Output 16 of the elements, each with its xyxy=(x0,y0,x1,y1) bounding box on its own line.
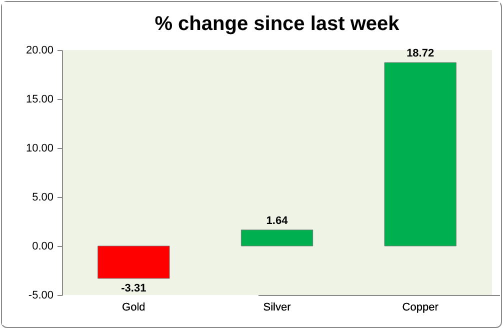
x-tick-label: Copper xyxy=(402,302,439,314)
bar xyxy=(240,230,314,246)
bar xyxy=(384,62,456,246)
bar xyxy=(98,246,170,279)
chart-title: % change since last week xyxy=(154,13,400,35)
data-label: 18.72 xyxy=(406,48,434,60)
y-tick-label: -5.00 xyxy=(28,290,54,302)
data-label: -3.31 xyxy=(121,282,146,294)
y-tick-label: 15.00 xyxy=(26,94,54,106)
y-tick-label: 0.00 xyxy=(32,240,54,252)
data-label: 1.64 xyxy=(266,214,289,227)
y-tick-label: 10.00 xyxy=(26,142,54,154)
x-tick-label: Gold xyxy=(122,302,146,314)
x-tick-label: Silver xyxy=(263,302,292,314)
y-tick-label: 5.00 xyxy=(32,192,54,204)
y-tick-label: 20.00 xyxy=(26,44,54,56)
